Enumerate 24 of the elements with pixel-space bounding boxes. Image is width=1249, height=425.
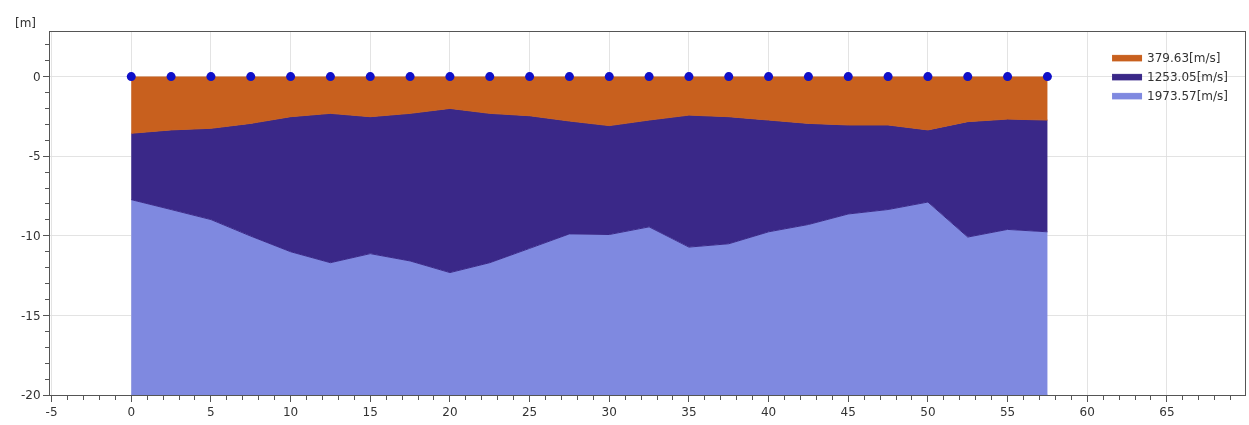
x-tick-label: -5	[45, 405, 58, 420]
x-tick-label: 25	[521, 405, 538, 420]
legend-label: 1253.05[m/s]	[1147, 70, 1229, 85]
x-tick-label: 60	[1079, 405, 1095, 420]
x-tick-label: 65	[1159, 405, 1175, 420]
x-tick-label: 40	[760, 405, 777, 420]
x-tick-label: 15	[362, 405, 378, 420]
y-tick-label: -20	[20, 388, 41, 403]
y-axis-title: [m]	[15, 16, 37, 30]
y-tick-label: 0	[32, 69, 41, 84]
legend-label: 379.63[m/s]	[1147, 51, 1221, 66]
x-tick-label: 20	[442, 405, 458, 420]
x-tick-label: 35	[681, 405, 697, 420]
x-tick-label: 10	[282, 405, 299, 420]
y-tick-label: -5	[28, 149, 41, 164]
y-tick-label: -15	[20, 308, 41, 323]
x-tick-label: 0	[127, 405, 136, 420]
x-tick-label: 5	[207, 405, 215, 420]
legend-label: 1973.57[m/s]	[1147, 89, 1229, 104]
x-tick-label: 50	[920, 405, 936, 420]
x-tick-label: 45	[840, 405, 856, 420]
x-tick-label: 55	[999, 405, 1016, 420]
x-tick-label: 30	[601, 405, 617, 420]
y-tick-label: -10	[20, 228, 41, 243]
